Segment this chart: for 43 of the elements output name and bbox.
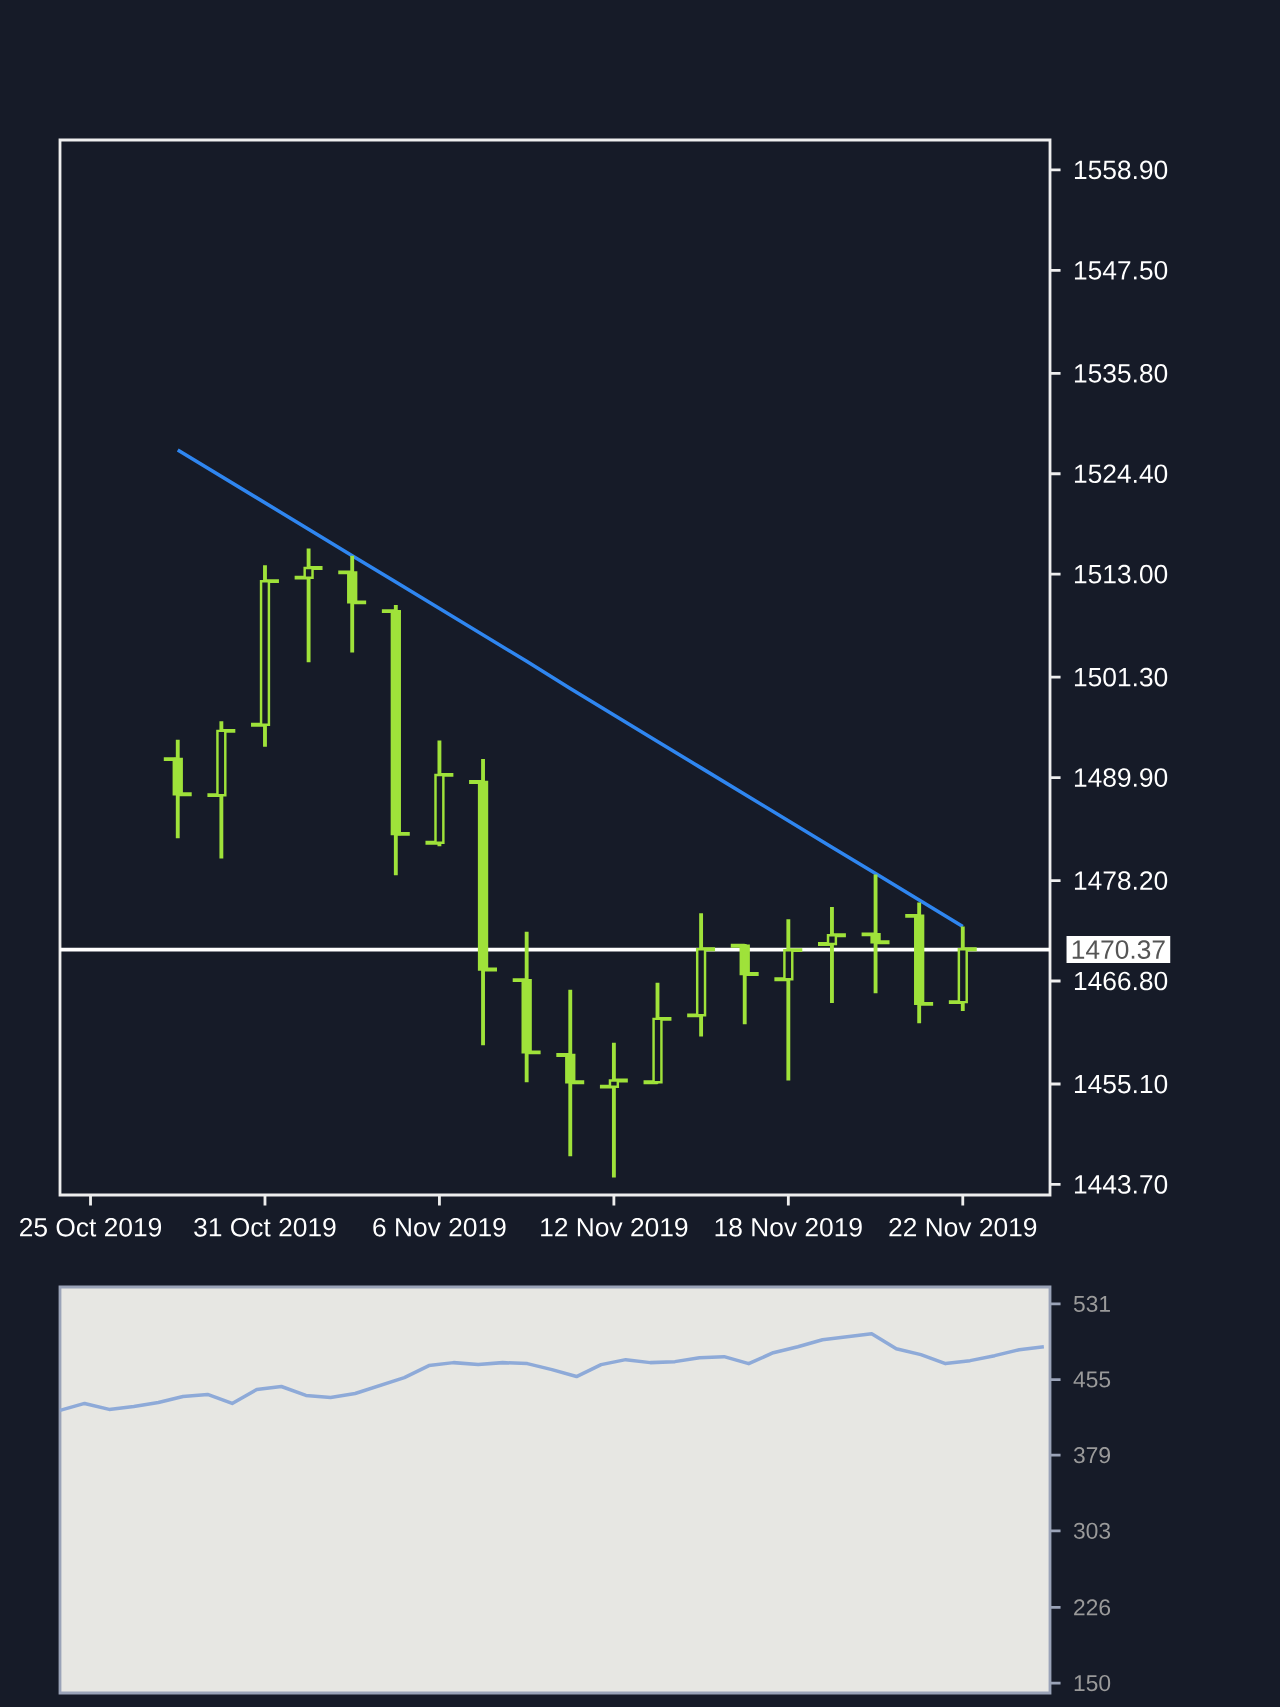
x-tick-label: 22 Nov 2019 [889,1217,1037,1237]
y-tick-label: 150 [1074,1674,1111,1692]
candlestick [597,1040,630,1180]
candlestick [641,980,674,1085]
x-tick-label: 31 Oct 2019 [194,1217,336,1237]
candlestick [423,738,456,849]
x-tick-label: 6 Nov 2019 [373,1217,506,1237]
candlestick [728,942,761,1027]
y-tick-label: 1455.10 [1074,1074,1168,1094]
y-tick-label: 1547.50 [1074,260,1168,280]
candlestick [379,603,412,878]
candlestick [249,563,281,749]
y-tick-label: 1513.00 [1074,564,1168,584]
y-tick-label: 531 [1073,1295,1110,1312]
x-tick-label: 12 Nov 2019 [541,1217,688,1237]
candlestick [816,905,848,1005]
candlestick [467,757,499,1048]
candlestick [205,719,238,861]
y-tick-label: 1489.90 [1074,768,1168,787]
y-tick-label: 1501.30 [1074,667,1168,687]
candlestick [161,737,194,841]
ref-line-label: 1470.37 [1072,940,1165,959]
y-tick-label: 1443.70 [1074,1175,1168,1194]
x-tick-label: 18 Nov 2019 [715,1217,862,1237]
candlestick [292,546,325,665]
y-tick-label: 226 [1074,1599,1111,1616]
y-tick-label: 303 [1073,1522,1111,1539]
y-tick-label: 1478.20 [1074,871,1168,890]
candlestick [554,987,587,1159]
y-tick-label: 1524.40 [1074,464,1168,484]
candlestick [859,872,892,996]
candlestick [510,929,543,1085]
y-tick-label: 379 [1073,1447,1110,1464]
y-tick-label: 455 [1073,1371,1111,1388]
y-tick-label: 1558.90 [1074,160,1168,180]
candlestick [685,911,717,1039]
y-tick-label: 1535.80 [1074,364,1168,383]
candlestick [772,917,805,1083]
x-tick-label: 25 Oct 2019 [20,1217,162,1237]
candlestick [336,553,369,655]
candlestick [946,924,979,1013]
y-tick-label: 1466.80 [1074,971,1168,991]
candlestick [903,900,936,1026]
